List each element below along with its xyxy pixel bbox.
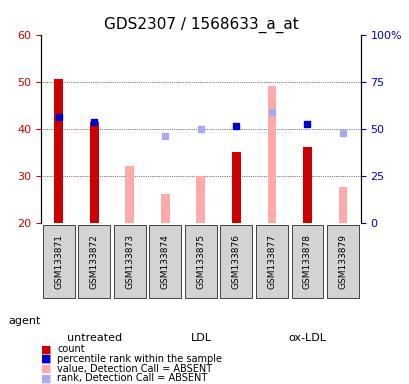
Text: LDL: LDL <box>190 333 211 343</box>
Bar <box>267 86 276 223</box>
FancyBboxPatch shape <box>149 225 181 298</box>
Text: GSM133875: GSM133875 <box>196 233 205 289</box>
FancyBboxPatch shape <box>326 225 358 298</box>
Text: GSM133877: GSM133877 <box>267 233 276 289</box>
Text: agent: agent <box>8 316 40 326</box>
Text: GSM133873: GSM133873 <box>125 233 134 289</box>
Text: ox-LDL: ox-LDL <box>288 333 326 343</box>
Text: GSM133879: GSM133879 <box>338 233 347 289</box>
FancyBboxPatch shape <box>78 225 110 298</box>
Text: ■: ■ <box>41 344 52 354</box>
Text: ■: ■ <box>41 373 52 383</box>
Bar <box>196 176 205 223</box>
Bar <box>231 152 240 223</box>
Text: rank, Detection Call = ABSENT: rank, Detection Call = ABSENT <box>57 373 207 383</box>
Text: GSM133871: GSM133871 <box>54 233 63 289</box>
FancyBboxPatch shape <box>184 225 216 298</box>
Bar <box>160 194 169 223</box>
Bar <box>125 166 134 223</box>
Text: value, Detection Call = ABSENT: value, Detection Call = ABSENT <box>57 364 212 374</box>
Bar <box>338 187 346 223</box>
Bar <box>302 147 311 223</box>
Text: ■: ■ <box>41 354 52 364</box>
FancyBboxPatch shape <box>43 225 74 298</box>
Text: GSM133876: GSM133876 <box>231 233 240 289</box>
Bar <box>54 79 63 223</box>
Text: ■: ■ <box>41 364 52 374</box>
Title: GDS2307 / 1568633_a_at: GDS2307 / 1568633_a_at <box>103 17 298 33</box>
FancyBboxPatch shape <box>255 225 287 298</box>
Text: GSM133874: GSM133874 <box>160 234 169 288</box>
FancyBboxPatch shape <box>114 225 146 298</box>
FancyBboxPatch shape <box>220 225 252 298</box>
Text: GSM133878: GSM133878 <box>302 233 311 289</box>
Text: count: count <box>57 344 85 354</box>
Text: percentile rank within the sample: percentile rank within the sample <box>57 354 222 364</box>
FancyBboxPatch shape <box>291 225 323 298</box>
Bar <box>90 122 99 223</box>
Text: untreated: untreated <box>67 333 121 343</box>
Text: GSM133872: GSM133872 <box>90 234 99 288</box>
